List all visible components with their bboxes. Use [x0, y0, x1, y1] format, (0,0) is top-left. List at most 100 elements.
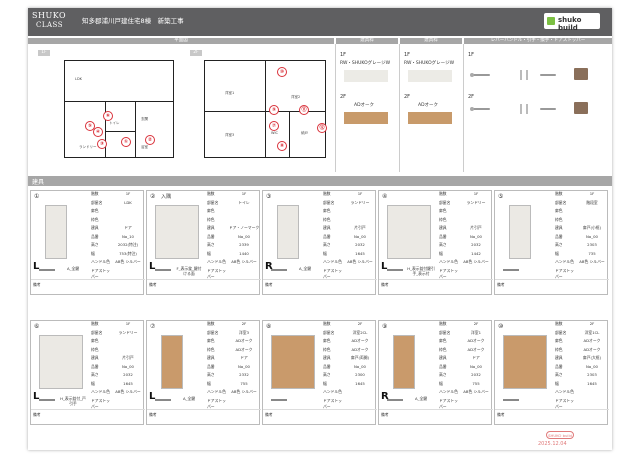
- card-number: ⑦: [150, 323, 156, 330]
- spec-key: ハンドル色: [439, 259, 458, 264]
- door-image: [39, 335, 83, 389]
- spec-value: 2032(特注): [117, 242, 139, 247]
- spec-row: 品番 No_00: [207, 234, 261, 243]
- spec-key: 品番: [207, 363, 215, 369]
- spec-value: 2032: [471, 242, 481, 247]
- spec-row: 幅 1645: [555, 381, 609, 390]
- spec-row: 品番 No_00: [323, 364, 377, 373]
- spec-row: 部屋名 ランドリー: [91, 330, 145, 339]
- note-label: 備考: [265, 412, 273, 417]
- spec-key: 高さ: [207, 372, 215, 377]
- spec-row: 枠色: [91, 217, 145, 226]
- swing-direction: L: [149, 391, 156, 402]
- room-label-room2: 洋室2: [291, 95, 301, 99]
- spec-key: ハンドル色: [323, 389, 342, 394]
- spec-key: ドアストッパー: [207, 267, 226, 279]
- door-image: [277, 205, 299, 259]
- spec-value: 1F: [473, 191, 479, 196]
- spec-value: 1645: [587, 380, 597, 386]
- divider: [463, 44, 464, 172]
- spec-value: AB色 シルバー: [463, 259, 489, 264]
- spec-key: 部屋名: [207, 199, 219, 205]
- spec-value: 2303: [587, 372, 597, 377]
- spec-row: 幅 1645: [323, 251, 377, 260]
- spec-row: 枠色 ADオーク: [439, 347, 493, 356]
- spec-key: 部屋名: [207, 329, 219, 335]
- spec-key: 枠色: [323, 346, 331, 352]
- spec-table: 階数 2F 部屋名 洋室3 扉色 ADオーク 枠色 ADオーク 建具 ドア 品番 No_00 高さ 233…: [207, 321, 261, 409]
- spec-value: ADオーク: [583, 346, 601, 352]
- spec-row: 枠色: [555, 217, 609, 226]
- spec-key: 品番: [91, 233, 99, 239]
- spec-row: 扉色: [439, 208, 493, 217]
- spec-key: 幅: [323, 380, 327, 386]
- spec-row: 扉色 ADオーク: [207, 338, 261, 347]
- spec-key: 部屋名: [555, 199, 567, 205]
- plan-wall: [265, 61, 266, 157]
- spec-row: ドアストッパー: [207, 398, 261, 409]
- spec-key: ドアストッパー: [555, 267, 574, 279]
- band-color2: 建具枠: [400, 38, 462, 44]
- spec-row: 枠色: [323, 217, 377, 226]
- spec-key: 階数: [555, 321, 563, 326]
- spec-value: ADオーク: [467, 338, 485, 343]
- spec-value: No_00: [586, 233, 598, 239]
- spec-value: 1645: [355, 250, 365, 256]
- spec-value: [343, 208, 377, 217]
- spec-key: 品番: [323, 363, 331, 369]
- spec-key: 幅: [91, 380, 95, 386]
- room-label-laundry: ランドリー: [79, 145, 97, 149]
- spec-key: 枠色: [91, 346, 99, 352]
- spec-table: 階数 1F 部屋名 階段室 扉色 枠色 建具 扉戸(小框) 品番 No_00 高さ 2303 幅 735 ハ…: [555, 191, 609, 279]
- door-card: ③ 階数 1F 部屋名 ランドリー 扉色 枠色 建具 片引戸 品番 No_00 高さ 2032 幅 1645…: [262, 190, 377, 295]
- spec-value: [343, 268, 377, 277]
- door-image: [393, 335, 415, 389]
- spec-key: 扉色: [439, 208, 447, 213]
- door-card: ④ 階数 1F 部屋名 ランドリー 扉色 枠色 建具 片引戸 品番 No_00 高さ 2032 幅 1442…: [378, 190, 493, 296]
- spec-value: No_00: [586, 363, 598, 369]
- spec-value: AB色 シルバー: [579, 259, 605, 264]
- spec-key: 建具: [555, 225, 563, 230]
- spec-value: AB色 シルバー: [115, 389, 141, 394]
- card-number: ⑩: [498, 323, 504, 330]
- spec-key: ハンドル色: [439, 389, 458, 394]
- document-title: 知多郡浦川戸建住宅8棟 新築工事: [82, 17, 184, 25]
- spec-value: [343, 389, 377, 398]
- spec-row: 枠色 ADオーク: [207, 347, 261, 356]
- spec-key: 階数: [439, 191, 447, 196]
- note-row: 備考: [379, 279, 493, 296]
- spec-value: 1440: [239, 250, 249, 256]
- spec-key: 幅: [323, 250, 327, 256]
- spec-key: 幅: [207, 250, 211, 256]
- spec-key: 扉色: [207, 338, 215, 343]
- spec-row: ハンドル色 AB色 シルバー: [323, 259, 377, 268]
- spec-key: 建具: [439, 225, 447, 230]
- spec-value: 1645: [123, 380, 133, 386]
- spec-row: 高さ 2339: [207, 242, 261, 251]
- spec-value: AB色 シルバー: [347, 259, 373, 264]
- hardware-handle-icon: [387, 269, 403, 271]
- spec-value: [111, 347, 145, 356]
- note-row: 備考: [495, 279, 609, 296]
- spec-value: AB色 シルバー: [231, 259, 257, 264]
- card-number: ⑨: [382, 323, 388, 330]
- floor-plan-2f: 洋室1 洋室2 洋室3 WIC 納戸 ⑩ ⑨ ⑪ ⑦ ⑧ ⑫: [204, 60, 327, 158]
- spec-key: 幅: [439, 250, 443, 256]
- spec-value: 1F: [241, 191, 247, 196]
- spec-table: 階数 1F 部屋名 ランドリー 扉色 枠色 建具 片引戸 品番 No_00 高さ 2032 幅 1645 ハ…: [91, 321, 145, 409]
- finish-swatch-oak: [344, 112, 388, 124]
- swing-direction: L: [33, 391, 40, 402]
- spec-row: 幅 1645: [323, 381, 377, 390]
- note-label: 備考: [33, 412, 41, 417]
- spec-value: [111, 338, 145, 347]
- swing-direction: L: [33, 261, 40, 272]
- spec-value: No_10: [122, 233, 134, 239]
- spec-row: ドアストッパー: [91, 268, 145, 279]
- spec-row: 部屋名 階段室: [555, 200, 609, 209]
- hardware-label: F_表示錠_鍵付ける面: [176, 266, 202, 276]
- plan-marker: ②: [145, 135, 155, 145]
- spec-row: ハンドル色 AB色 シルバー: [439, 389, 493, 398]
- finish-col1-f2-value: ADオーク: [354, 103, 375, 108]
- spec-key: ハンドル色: [323, 259, 342, 264]
- spec-row: 幅 735: [555, 251, 609, 260]
